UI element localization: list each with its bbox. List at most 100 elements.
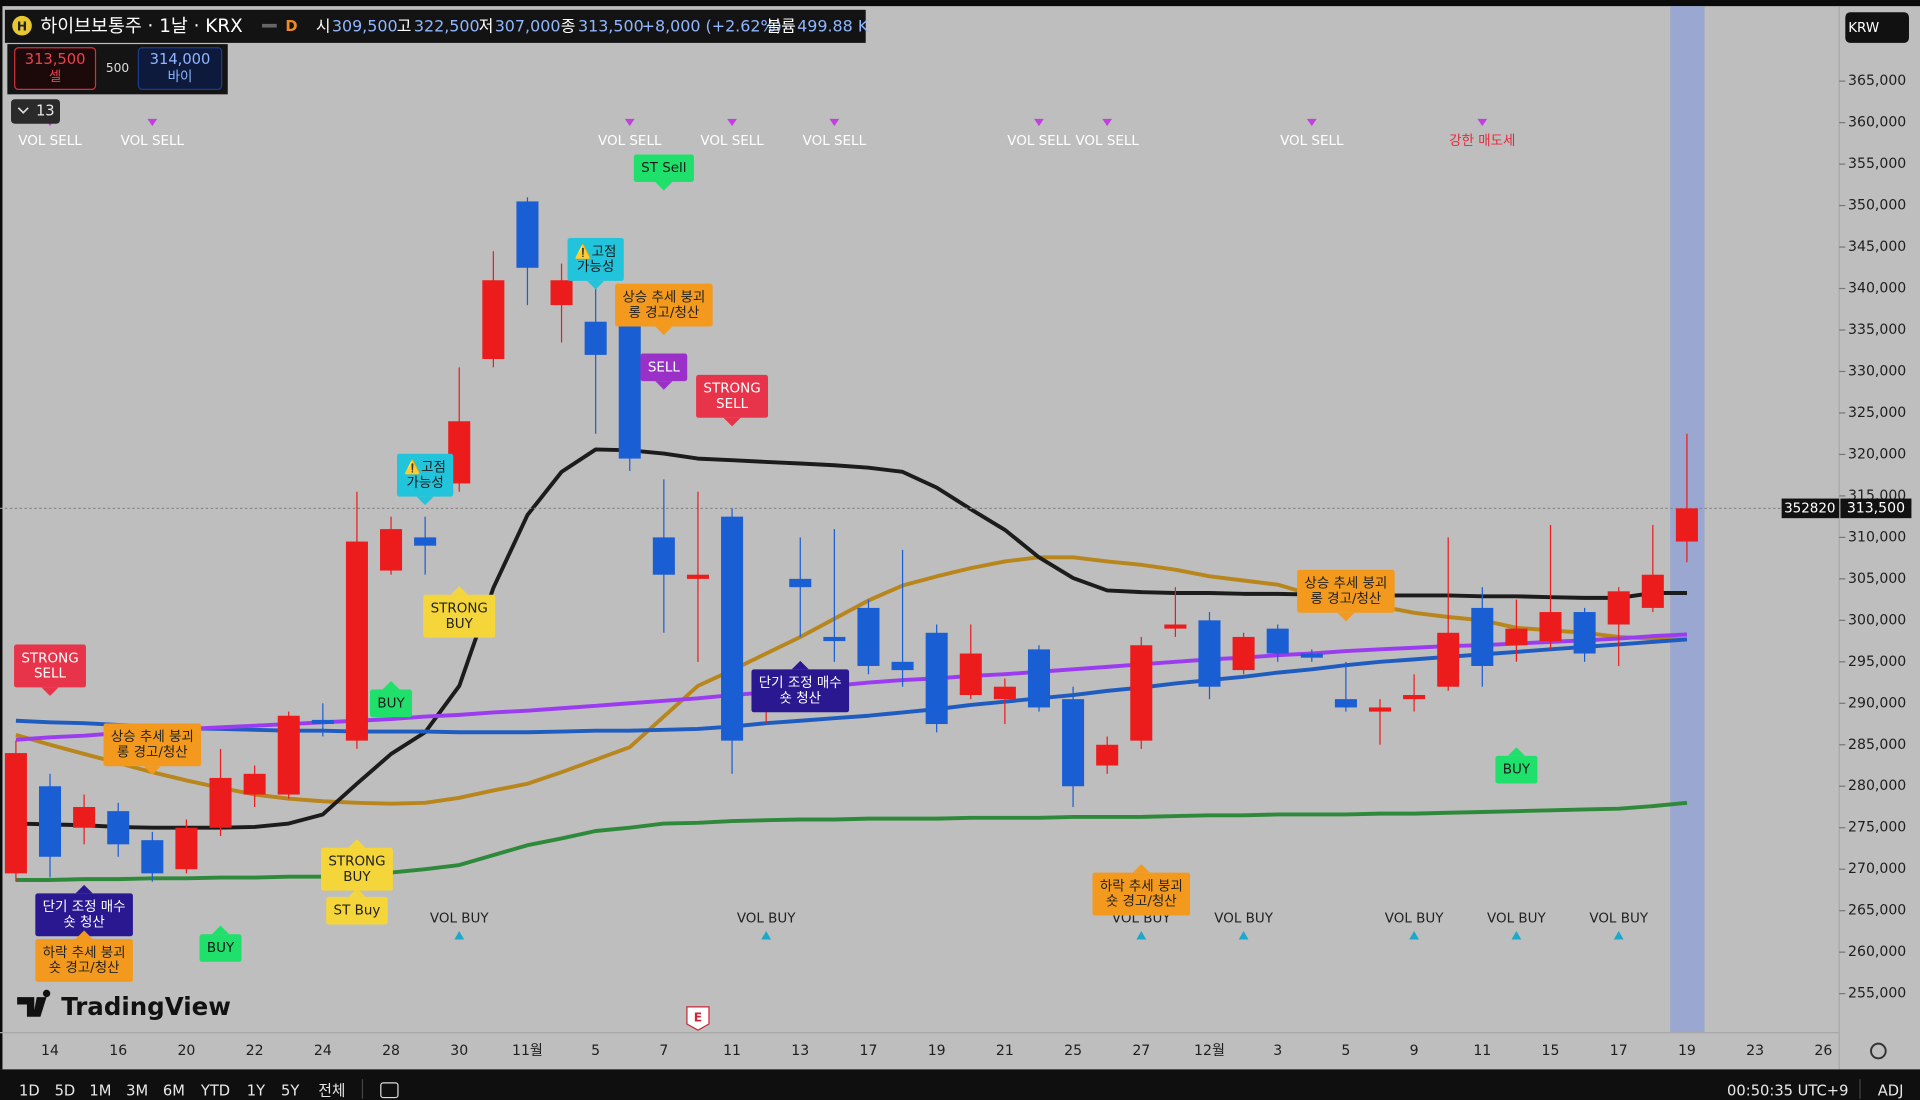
y-tick-label: 340,000 bbox=[1848, 281, 1906, 297]
buy-signal-marker bbox=[1613, 930, 1624, 940]
adjust-button[interactable]: ADJ bbox=[1878, 1082, 1904, 1099]
candle-body bbox=[1437, 632, 1460, 687]
candle-body bbox=[1539, 612, 1562, 642]
ohlc-value: 309,500 bbox=[332, 16, 398, 35]
candle-body bbox=[1505, 628, 1528, 646]
signal-callout: BUY bbox=[370, 680, 413, 718]
range-button[interactable]: 5Y bbox=[281, 1082, 299, 1099]
candle-body bbox=[482, 280, 505, 360]
callout-pointer bbox=[75, 884, 93, 894]
callout-text: 숏 청산 bbox=[63, 914, 104, 930]
y-tick-label: 275,000 bbox=[1848, 820, 1906, 836]
callout-text: BUY bbox=[377, 695, 405, 711]
callout-pointer bbox=[655, 182, 673, 191]
candle-body bbox=[1607, 591, 1630, 625]
sell-button[interactable] bbox=[14, 47, 97, 91]
callout-box bbox=[1495, 755, 1538, 784]
currency-button[interactable]: KRW bbox=[1845, 12, 1909, 43]
x-tick-label: 11 bbox=[723, 1043, 741, 1059]
candle-body bbox=[1027, 649, 1050, 708]
bottom-toolbar bbox=[0, 1069, 1920, 1100]
y-tick-label: 360,000 bbox=[1848, 115, 1906, 131]
candle-body bbox=[925, 632, 948, 725]
range-button[interactable]: 전체 bbox=[318, 1082, 345, 1099]
sell-signal: VOL SELL bbox=[803, 133, 867, 149]
volume-label: 볼륨 bbox=[767, 16, 796, 35]
callout-text: 롱 경고/청산 bbox=[1311, 591, 1382, 607]
buy-button[interactable] bbox=[137, 47, 223, 91]
candle-body bbox=[1232, 636, 1255, 671]
sell-signal-marker bbox=[1102, 118, 1113, 127]
range-button[interactable]: YTD bbox=[200, 1082, 230, 1099]
indicator-line bbox=[15, 447, 1687, 830]
candle-body bbox=[448, 421, 471, 484]
indicator-toggle[interactable]: 13 bbox=[11, 99, 60, 124]
price-badge-bg bbox=[1781, 498, 1840, 519]
buy-signal: VOL BUY bbox=[1589, 911, 1648, 927]
callout-text: 단기 조정 매수 bbox=[759, 675, 842, 691]
indicator-toggle-bg[interactable] bbox=[11, 99, 60, 124]
buy-signal-marker bbox=[1238, 930, 1249, 940]
order-panel: 313,500 셀 500 314,000 바이 bbox=[7, 44, 228, 95]
sell-price: 313,500 bbox=[25, 51, 86, 68]
callout-text: STRONG bbox=[431, 601, 488, 617]
range-button[interactable]: 1Y bbox=[247, 1082, 265, 1099]
volume: 499.88 K bbox=[797, 16, 869, 35]
callout-box bbox=[696, 374, 769, 418]
callout-box bbox=[103, 723, 202, 767]
last-price-label: 313,500 bbox=[1847, 500, 1905, 516]
sell-signal: 강한 매도세 bbox=[1449, 133, 1515, 149]
callout-box bbox=[35, 893, 133, 937]
signal-callout: 단기 조정 매수숏 청산 bbox=[35, 884, 133, 937]
candle-body bbox=[1573, 612, 1596, 654]
earnings-marker[interactable]: E bbox=[686, 1006, 710, 1031]
settings-icon[interactable] bbox=[1870, 1042, 1887, 1060]
callout-text: 가능성 bbox=[407, 475, 444, 491]
x-tick-label: 5 bbox=[1341, 1043, 1350, 1059]
indicator-count: 13 bbox=[36, 102, 55, 119]
range-button[interactable]: 5D bbox=[55, 1082, 76, 1099]
callout-pointer bbox=[655, 326, 673, 336]
earnings-badge[interactable] bbox=[686, 1006, 710, 1031]
signal-callout: SELL bbox=[640, 353, 688, 390]
x-tick-label: 24 bbox=[314, 1043, 332, 1059]
range-button[interactable]: 3M bbox=[126, 1082, 148, 1099]
y-tick-label: 295,000 bbox=[1848, 654, 1906, 670]
range-button[interactable]: 6M bbox=[163, 1082, 185, 1099]
y-tick-label: 365,000 bbox=[1848, 73, 1906, 89]
y-tick-label: 290,000 bbox=[1848, 695, 1906, 711]
candle-body bbox=[823, 636, 846, 642]
x-tick-label: 11 bbox=[1473, 1043, 1491, 1059]
signal-callout: 상승 추세 붕괴롱 경고/청산 bbox=[615, 283, 713, 336]
candle-body bbox=[1334, 699, 1357, 708]
sell-signal: VOL SELL bbox=[1007, 133, 1071, 149]
buy-signal: VOL BUY bbox=[737, 911, 796, 927]
interval-badge: D bbox=[285, 18, 297, 35]
clock: 00:50:35 UTC+9 bbox=[1727, 1082, 1848, 1099]
callout-text: BUY bbox=[343, 869, 371, 885]
x-tick-label: 30 bbox=[450, 1043, 468, 1059]
candle-body bbox=[39, 786, 62, 857]
y-tick-label: 345,000 bbox=[1848, 239, 1906, 255]
candle-body bbox=[277, 715, 300, 795]
y-tick-label: 260,000 bbox=[1848, 944, 1906, 960]
range-button[interactable]: 1D bbox=[19, 1082, 40, 1099]
x-tick-label: 14 bbox=[41, 1043, 59, 1059]
callout-text: 하락 추세 붕괴 bbox=[43, 945, 126, 961]
buy-signal-marker bbox=[1409, 930, 1419, 940]
candle-body bbox=[1403, 695, 1426, 700]
quantity[interactable]: 500 bbox=[106, 61, 129, 75]
candle-body bbox=[1471, 607, 1494, 666]
signal-callout: 단기 조정 매수숏 청산 bbox=[751, 660, 850, 713]
callout-text: SELL bbox=[34, 666, 67, 682]
range-button[interactable]: 1M bbox=[89, 1082, 111, 1099]
currency-bg[interactable] bbox=[1845, 12, 1909, 43]
x-tick-label: 22 bbox=[246, 1043, 264, 1059]
x-tick-label: 19 bbox=[928, 1043, 946, 1059]
calendar-icon[interactable] bbox=[380, 1082, 399, 1099]
candle-body bbox=[618, 292, 641, 459]
symbol-title[interactable]: 하이브보통주 · 1날 · KRX bbox=[40, 16, 242, 37]
sell-signal-marker bbox=[1306, 118, 1317, 127]
